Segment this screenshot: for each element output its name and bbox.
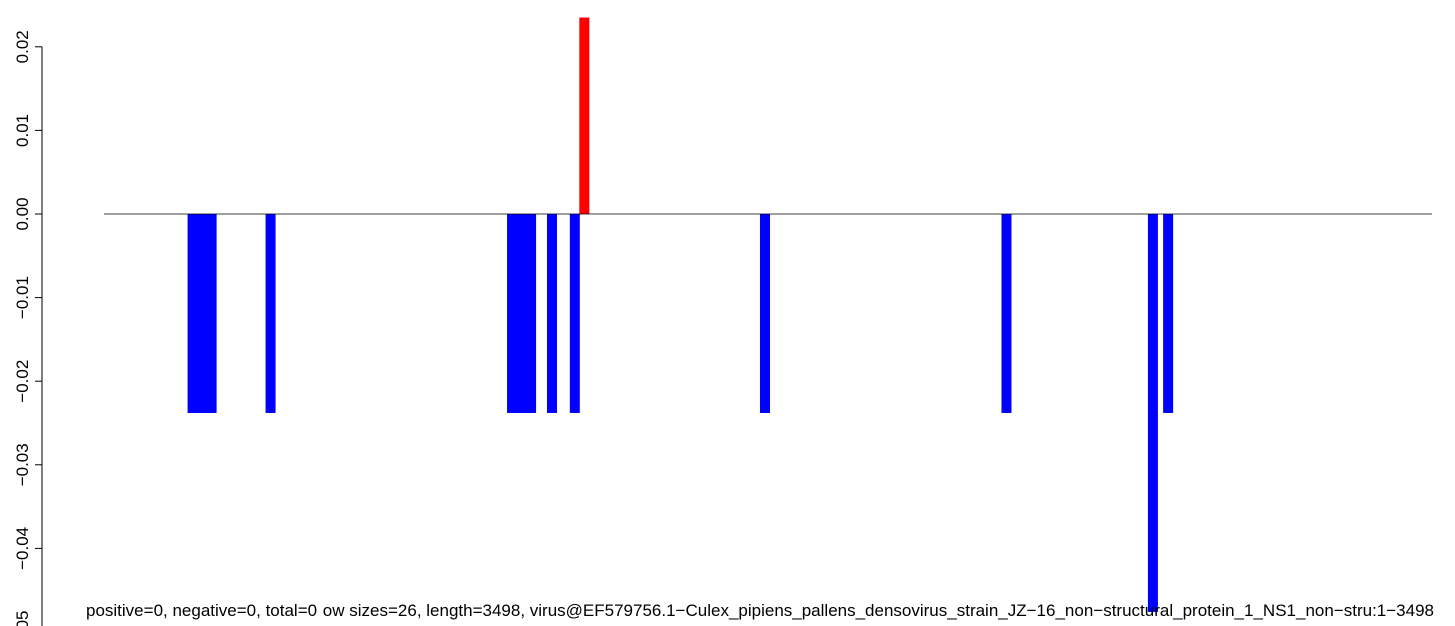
- y-tick-label: −0.02: [13, 360, 32, 403]
- chart-caption: ow sizes=26, length=3498, virus@EF579756…: [323, 601, 1434, 620]
- bars: [187, 17, 1174, 612]
- bar: [1001, 214, 1012, 413]
- bar: [1163, 214, 1174, 413]
- bar: [206, 214, 217, 413]
- bar: [526, 214, 537, 413]
- bar: [1147, 214, 1158, 612]
- y-tick-label: 0.01: [13, 114, 32, 147]
- y-tick-label: −0.05: [13, 610, 32, 626]
- bar: [759, 214, 770, 413]
- caption-overlap-text: positive=0, negative=0, total=0: [86, 601, 317, 620]
- y-tick-label: −0.04: [13, 527, 32, 570]
- y-tick-label: 0.00: [13, 197, 32, 230]
- bar: [546, 214, 557, 413]
- bar: [187, 214, 198, 413]
- y-tick-label: −0.03: [13, 443, 32, 486]
- bar: [569, 214, 580, 413]
- bar: [579, 17, 590, 215]
- y-axis: 0.02 0.01 0.00 −0.01 −0.02 −0.03 −0.04 −0.05: [13, 30, 43, 626]
- bar: [507, 214, 518, 413]
- y-tick-label: −0.01: [13, 276, 32, 319]
- bar: [265, 214, 276, 413]
- y-tick-label: 0.02: [13, 30, 32, 63]
- bar: [197, 214, 208, 413]
- bar: [516, 214, 527, 413]
